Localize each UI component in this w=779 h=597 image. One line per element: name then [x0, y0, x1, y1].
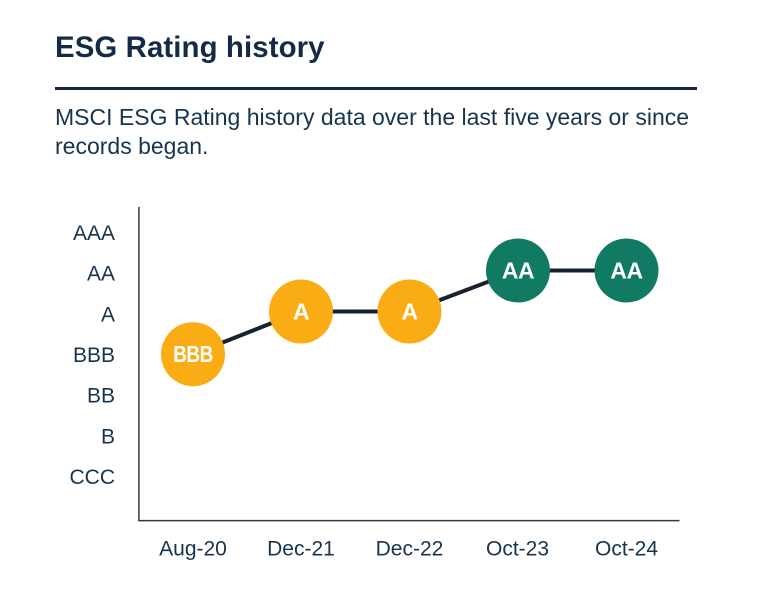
svg-text:AA: AA	[87, 263, 115, 286]
svg-text:Oct-23: Oct-23	[486, 538, 549, 561]
svg-text:A: A	[401, 299, 417, 325]
svg-text:A: A	[101, 303, 115, 326]
svg-text:CCC: CCC	[70, 466, 116, 489]
svg-text:Dec-21: Dec-21	[267, 538, 335, 561]
svg-text:AAA: AAA	[73, 222, 115, 245]
svg-text:BBB: BBB	[173, 343, 213, 368]
svg-text:Dec-22: Dec-22	[376, 538, 444, 561]
svg-text:BB: BB	[87, 385, 115, 408]
svg-text:B: B	[101, 425, 115, 448]
svg-text:AA: AA	[610, 258, 642, 284]
svg-text:Aug-20: Aug-20	[159, 538, 227, 561]
svg-text:AA: AA	[502, 258, 534, 284]
svg-text:A: A	[293, 299, 309, 325]
svg-text:Oct-24: Oct-24	[595, 538, 658, 561]
svg-text:BBB: BBB	[73, 344, 115, 367]
